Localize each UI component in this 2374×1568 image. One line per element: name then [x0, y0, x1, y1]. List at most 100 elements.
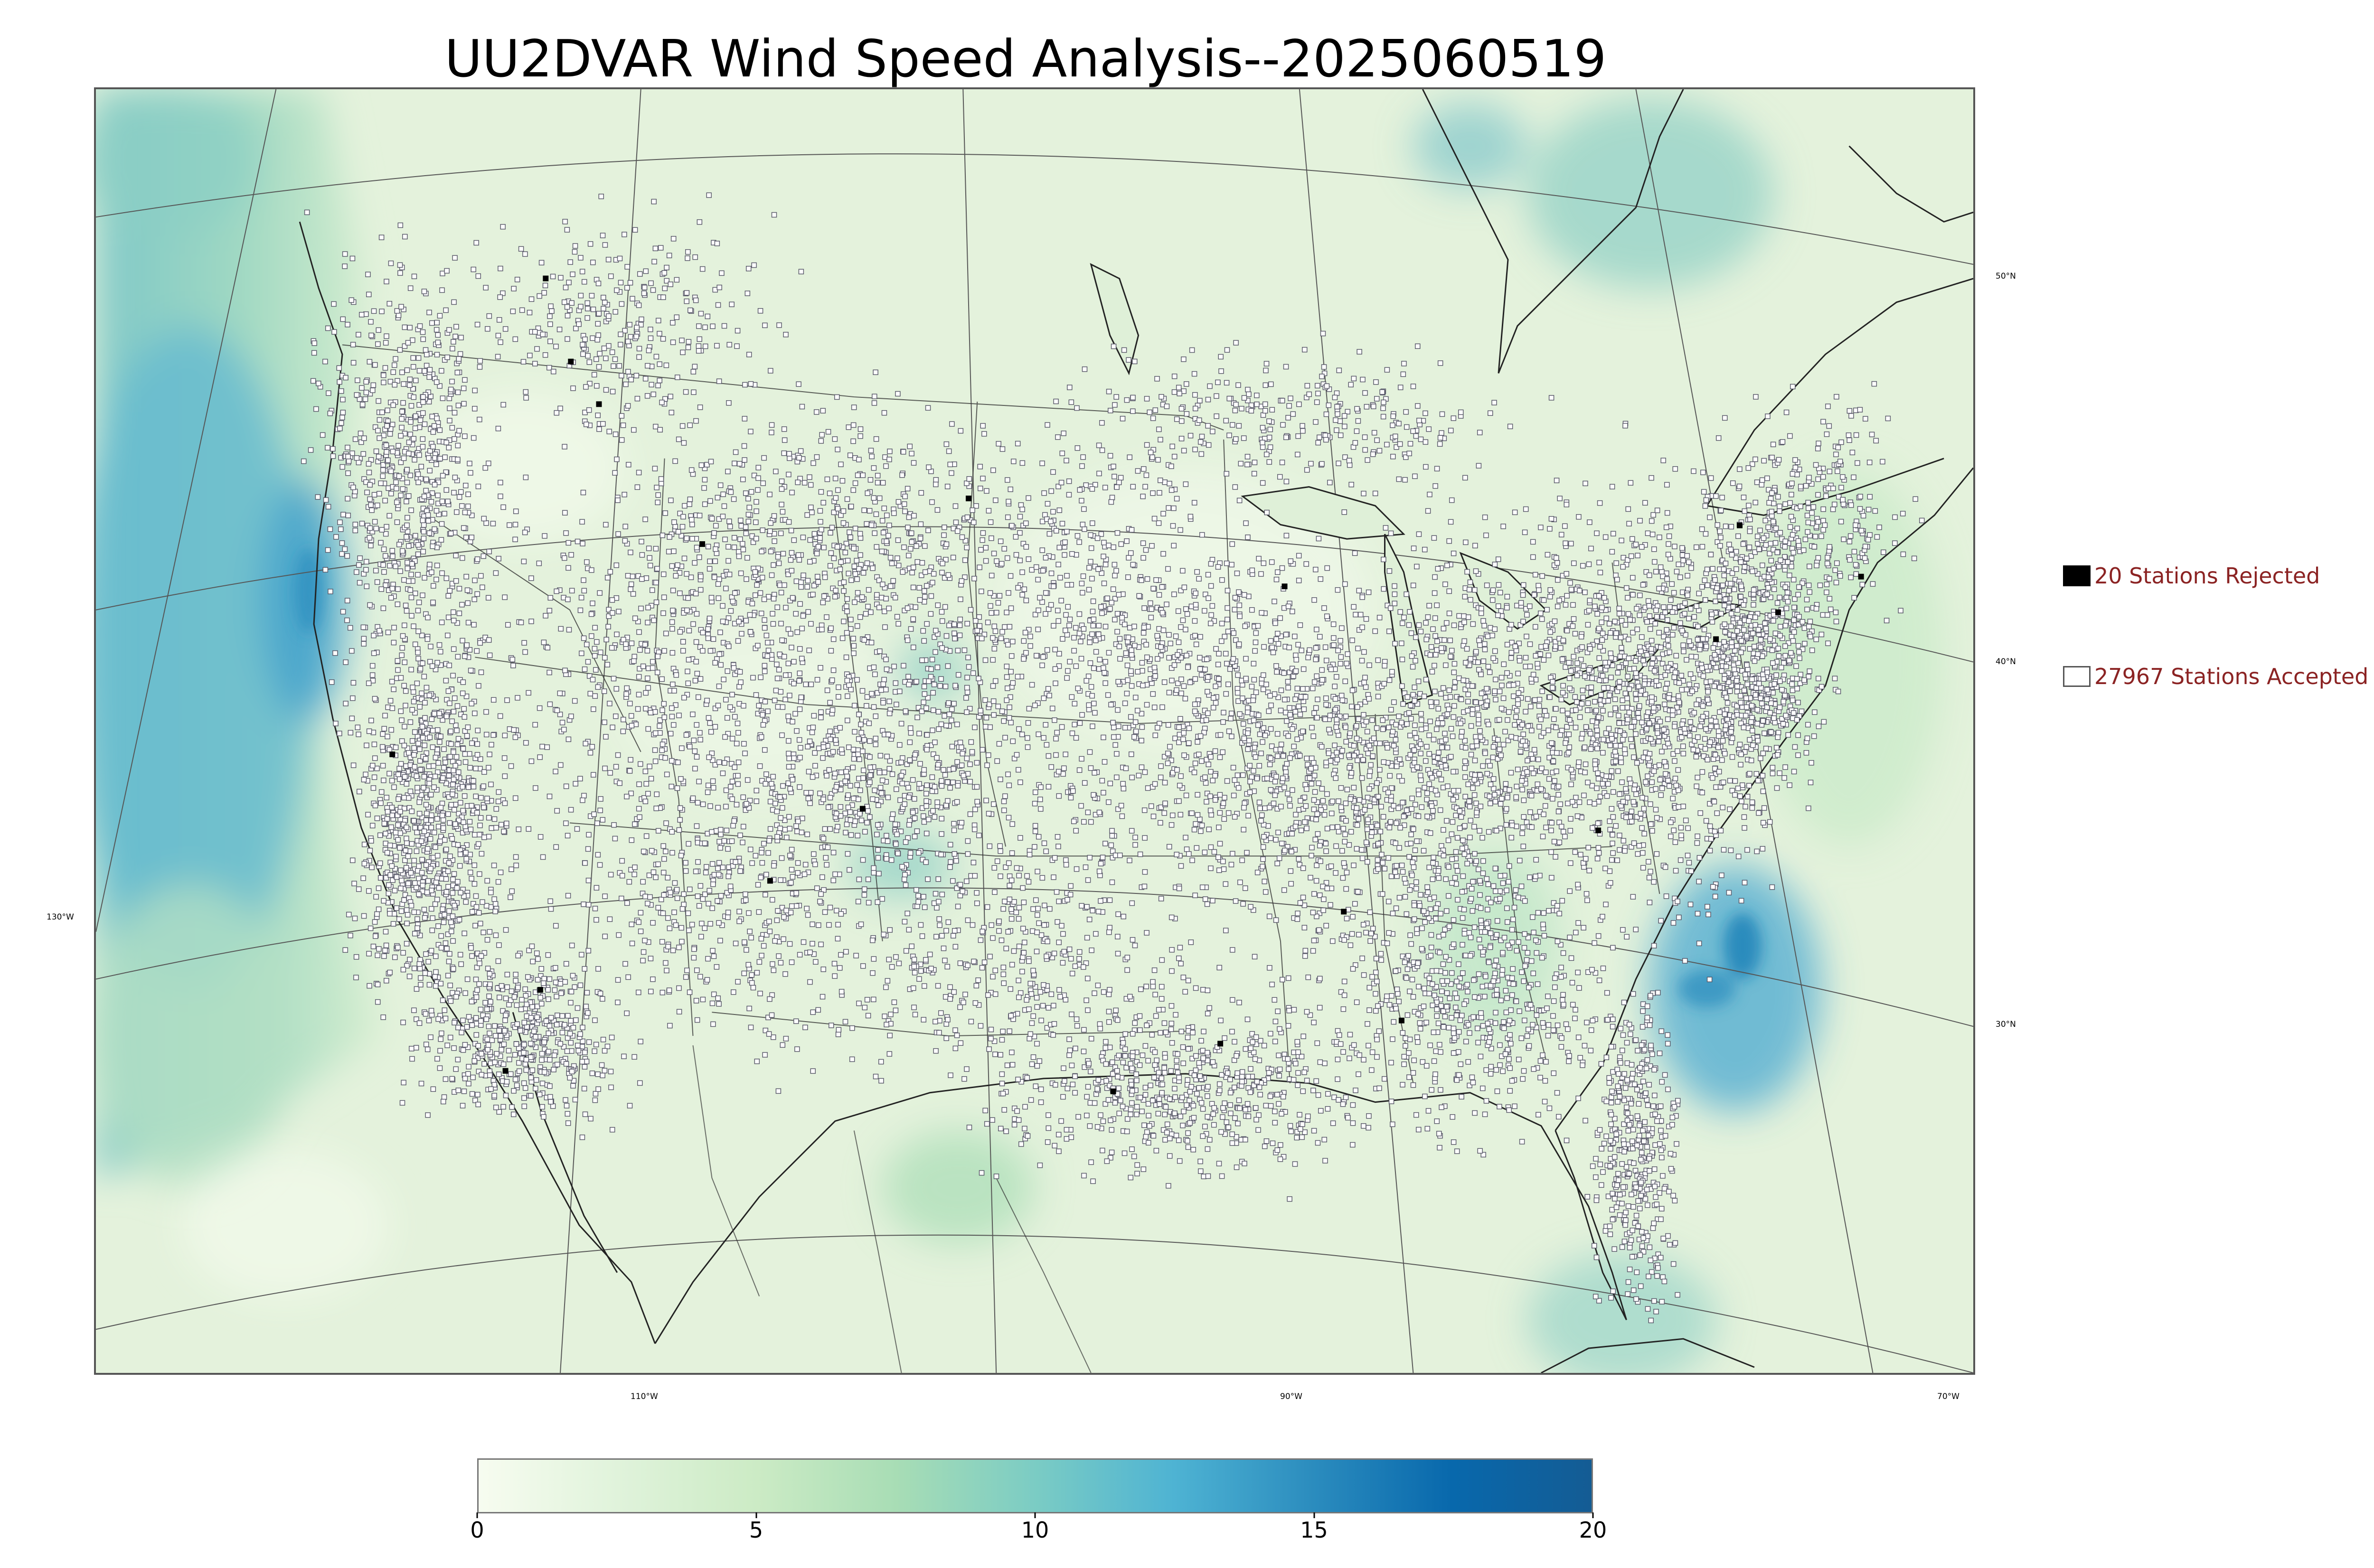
station-marker-accepted [385, 457, 391, 463]
station-marker-accepted [478, 795, 484, 801]
station-marker-accepted [910, 616, 916, 622]
station-marker-accepted [1288, 881, 1294, 887]
station-marker-accepted [388, 824, 394, 830]
station-marker-accepted [582, 1111, 588, 1117]
station-marker-accepted [503, 995, 509, 1001]
station-marker-accepted [964, 755, 970, 761]
station-marker-accepted [1063, 612, 1069, 618]
station-marker-accepted [378, 540, 384, 546]
station-marker-accepted [547, 1057, 553, 1063]
station-marker-accepted [830, 850, 837, 855]
station-marker-accepted [720, 491, 726, 498]
station-marker-accepted [590, 676, 596, 683]
station-marker-accepted [1202, 707, 1208, 714]
station-marker-accepted [411, 858, 417, 864]
station-marker-accepted [690, 621, 696, 627]
station-marker-accepted [551, 1052, 557, 1058]
station-marker-accepted [315, 494, 321, 500]
station-marker-accepted [905, 674, 911, 680]
station-marker-accepted [844, 773, 850, 779]
station-marker-accepted [919, 708, 925, 714]
station-marker-accepted [1139, 764, 1145, 770]
station-marker-accepted [953, 519, 959, 526]
station-marker-accepted [529, 1067, 536, 1073]
station-marker-accepted [848, 817, 854, 823]
station-marker-accepted [325, 504, 331, 510]
station-marker-accepted [492, 1033, 499, 1039]
station-marker-accepted [628, 757, 633, 763]
station-marker-accepted [653, 423, 659, 430]
station-marker-accepted [436, 885, 442, 891]
station-marker-accepted [1108, 499, 1114, 505]
station-marker-accepted [839, 635, 846, 641]
station-marker-accepted [909, 539, 915, 545]
station-marker-accepted [495, 333, 501, 338]
station-marker-accepted [697, 737, 703, 742]
station-marker-accepted [923, 830, 930, 836]
station-marker-accepted [707, 615, 713, 621]
station-marker-accepted [407, 382, 413, 388]
station-marker-accepted [453, 1066, 459, 1072]
station-marker-accepted [1304, 755, 1309, 761]
station-marker-accepted [396, 796, 401, 802]
station-marker-accepted [582, 966, 587, 972]
station-marker-accepted [420, 399, 426, 405]
station-marker-accepted [989, 535, 994, 541]
station-marker-accepted [498, 493, 503, 499]
station-marker-accepted [456, 769, 462, 775]
station-marker-accepted [1102, 659, 1108, 665]
station-marker-accepted [567, 1075, 573, 1081]
station-marker-accepted [1273, 663, 1279, 669]
station-marker-accepted [554, 707, 560, 714]
station-marker-accepted [693, 639, 699, 645]
station-marker-accepted [446, 958, 452, 965]
station-marker-accepted [932, 634, 937, 640]
station-marker-accepted [1283, 631, 1289, 638]
station-marker-accepted [881, 506, 887, 511]
station-marker-accepted [557, 981, 564, 986]
station-marker-accepted [887, 758, 893, 764]
station-marker-accepted [473, 793, 479, 799]
station-marker-accepted [343, 701, 349, 706]
station-marker-accepted [1004, 664, 1010, 669]
station-marker-accepted [1071, 635, 1077, 641]
station-marker-accepted [914, 559, 920, 565]
station-marker-accepted [814, 677, 820, 683]
station-marker-accepted [469, 803, 474, 808]
station-marker-accepted [444, 1042, 450, 1048]
station-marker-accepted [779, 479, 785, 484]
station-marker-accepted [770, 610, 775, 617]
station-marker-accepted [538, 973, 544, 979]
station-marker-accepted [794, 828, 800, 835]
station-marker-accepted [377, 628, 382, 634]
station-marker-accepted [1033, 564, 1039, 570]
station-marker-accepted [414, 986, 420, 992]
station-marker-accepted [834, 394, 840, 400]
station-marker-accepted [770, 621, 776, 627]
station-marker-accepted [396, 776, 403, 782]
station-marker-accepted [537, 1091, 543, 1098]
station-marker-accepted [402, 857, 408, 863]
wind-speed-map[interactable] [94, 87, 1975, 1375]
station-marker-accepted [986, 752, 991, 758]
station-marker-accepted [577, 982, 584, 988]
station-marker-accepted [385, 809, 391, 815]
station-marker-accepted [330, 446, 336, 452]
station-marker-accepted [539, 1104, 545, 1110]
station-marker-accepted [1192, 761, 1198, 766]
station-marker-accepted [604, 1043, 611, 1050]
station-marker-accepted [408, 572, 414, 578]
station-marker-accepted [886, 457, 892, 462]
station-marker-accepted [420, 436, 426, 442]
station-marker-accepted [997, 593, 1003, 599]
station-marker-accepted [906, 682, 912, 687]
station-marker-accepted [864, 820, 870, 826]
station-marker-accepted [339, 414, 345, 421]
station-marker-accepted [1321, 605, 1327, 611]
station-marker-accepted [1072, 701, 1078, 707]
station-marker-accepted [1228, 715, 1234, 722]
station-marker-accepted [437, 739, 443, 745]
station-marker-accepted [582, 666, 588, 672]
station-marker-accepted [503, 1092, 509, 1099]
station-marker-accepted [429, 716, 435, 722]
